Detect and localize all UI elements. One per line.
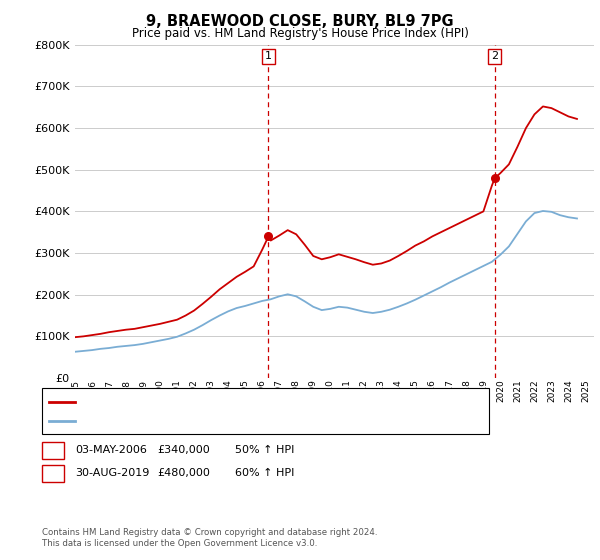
Text: 1: 1 xyxy=(50,445,56,455)
Text: 30-AUG-2019: 30-AUG-2019 xyxy=(75,468,149,478)
Text: 9, BRAEWOOD CLOSE, BURY, BL9 7PG (detached house): 9, BRAEWOOD CLOSE, BURY, BL9 7PG (detach… xyxy=(80,397,372,407)
Text: £480,000: £480,000 xyxy=(157,468,210,478)
Text: 2: 2 xyxy=(50,468,56,478)
Text: Price paid vs. HM Land Registry's House Price Index (HPI): Price paid vs. HM Land Registry's House … xyxy=(131,27,469,40)
Text: 50% ↑ HPI: 50% ↑ HPI xyxy=(235,445,295,455)
Text: HPI: Average price, detached house, Bury: HPI: Average price, detached house, Bury xyxy=(80,416,297,426)
Text: £340,000: £340,000 xyxy=(157,445,210,455)
Text: Contains HM Land Registry data © Crown copyright and database right 2024.
This d: Contains HM Land Registry data © Crown c… xyxy=(42,528,377,548)
Text: 1: 1 xyxy=(265,52,272,62)
Text: 03-MAY-2006: 03-MAY-2006 xyxy=(75,445,147,455)
Text: 2: 2 xyxy=(491,52,499,62)
Text: 9, BRAEWOOD CLOSE, BURY, BL9 7PG: 9, BRAEWOOD CLOSE, BURY, BL9 7PG xyxy=(146,14,454,29)
Text: 60% ↑ HPI: 60% ↑ HPI xyxy=(235,468,295,478)
